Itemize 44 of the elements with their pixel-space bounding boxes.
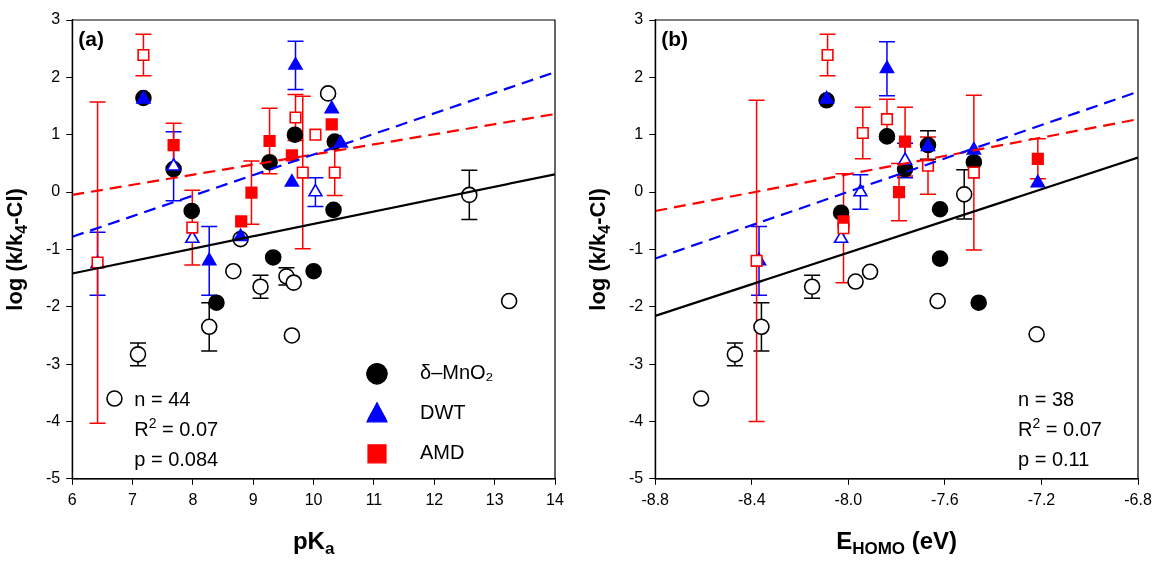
x-tick-label: 13: [485, 490, 504, 508]
x-tick-label: 6: [67, 490, 77, 508]
x-tick-label: -8.0: [834, 490, 863, 508]
x-tick-label: -8.8: [641, 490, 670, 508]
x-tick-label: 14: [546, 490, 564, 508]
y-tick-label: -2: [628, 297, 644, 315]
y-tick-label: -2: [45, 297, 61, 315]
y-tick-label: 1: [634, 125, 644, 143]
y-tick-label: 2: [51, 67, 61, 85]
x-tick-label: 9: [248, 490, 258, 508]
y-tick-label: 0: [634, 182, 644, 200]
annotation: (b): [661, 26, 689, 50]
x-tick-label: -8.4: [737, 490, 766, 508]
y-tick-label: 0: [51, 182, 61, 200]
x-tick-label: 12: [425, 490, 444, 508]
legend-label: AMD: [420, 441, 465, 464]
y-axis-title: log (k/k4-Cl): [2, 188, 31, 311]
x-tick-label: -7.2: [1027, 490, 1056, 508]
x-tick-label: -6.8: [1124, 490, 1152, 508]
y-tick-label: -5: [45, 469, 61, 487]
y-axis-title: log (k/k4-Cl): [585, 188, 614, 311]
annotation: n = 38: [1018, 388, 1075, 411]
annotation: p = 0.11: [1018, 448, 1090, 471]
y-tick-label: -1: [628, 239, 644, 257]
x-tick-label: 7: [128, 490, 138, 508]
y-tick-label: -3: [45, 354, 61, 372]
legend-label: δ–MnO₂: [420, 361, 494, 384]
annotation: n = 44: [134, 388, 191, 411]
y-tick-label: 3: [51, 10, 61, 28]
legend-label: DWT: [420, 401, 466, 424]
y-tick-label: -4: [45, 411, 61, 429]
x-tick-label: 11: [365, 490, 383, 508]
y-tick-label: 1: [51, 125, 61, 143]
y-tick-label: 3: [634, 10, 644, 28]
annotation: p = 0.084: [134, 448, 219, 471]
y-tick-label: -1: [45, 239, 61, 257]
x-tick-label: -7.6: [931, 490, 959, 508]
x-tick-label: 8: [188, 490, 198, 508]
y-tick-label: -4: [628, 411, 644, 429]
annotation: (a): [78, 26, 104, 50]
x-tick-label: 10: [304, 490, 323, 508]
y-tick-label: -3: [628, 354, 644, 372]
y-tick-label: 2: [634, 67, 644, 85]
y-tick-label: -5: [628, 469, 644, 487]
